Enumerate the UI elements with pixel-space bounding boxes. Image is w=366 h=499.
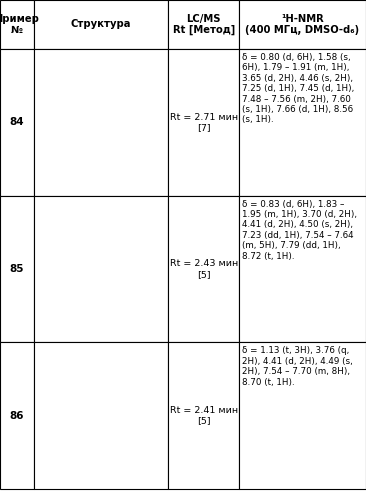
Bar [168,342,239,489]
Text: Структура: Структура [71,19,131,29]
Bar [168,196,239,342]
Text: Пример
№: Пример № [0,13,40,35]
Bar [0,196,34,342]
Text: Rt = 2.71 мин
[7]: Rt = 2.71 мин [7] [169,113,238,132]
Bar [34,342,168,489]
Text: δ = 1.13 (t, 3H), 3.76 (q,
2H), 4.41 (d, 2H), 4.49 (s,
2H), 7.54 – 7.70 (m, 8H),: δ = 1.13 (t, 3H), 3.76 (q, 2H), 4.41 (d,… [242,346,353,387]
Bar [34,49,168,196]
Text: LC/MS
Rt [Метод]: LC/MS Rt [Метод] [172,13,235,35]
Bar [0,49,34,196]
Bar [239,342,366,489]
Text: 85: 85 [10,264,24,274]
Text: Rt = 2.43 мин
[5]: Rt = 2.43 мин [5] [169,259,238,278]
Bar [34,196,168,342]
Bar [0,342,34,489]
Text: ¹H-NMR
(400 МГц, DMSO-d₆): ¹H-NMR (400 МГц, DMSO-d₆) [246,13,359,35]
Text: 86: 86 [10,411,24,421]
Bar [168,49,239,196]
Bar [239,49,366,196]
Bar [0,0,34,49]
Bar [239,0,366,49]
Text: Rt = 2.41 мин
[5]: Rt = 2.41 мин [5] [169,406,238,425]
Bar [239,196,366,342]
Text: δ = 0.83 (d, 6H), 1.83 –
1.95 (m, 1H), 3.70 (d, 2H),
4.41 (d, 2H), 4.50 (s, 2H),: δ = 0.83 (d, 6H), 1.83 – 1.95 (m, 1H), 3… [242,200,357,260]
Bar [34,0,168,49]
Bar [168,0,239,49]
Text: 84: 84 [10,117,24,127]
Text: δ = 0.80 (d, 6H), 1.58 (s,
6H), 1.79 – 1.91 (m, 1H),
3.65 (d, 2H), 4.46 (s, 2H),: δ = 0.80 (d, 6H), 1.58 (s, 6H), 1.79 – 1… [242,53,354,124]
